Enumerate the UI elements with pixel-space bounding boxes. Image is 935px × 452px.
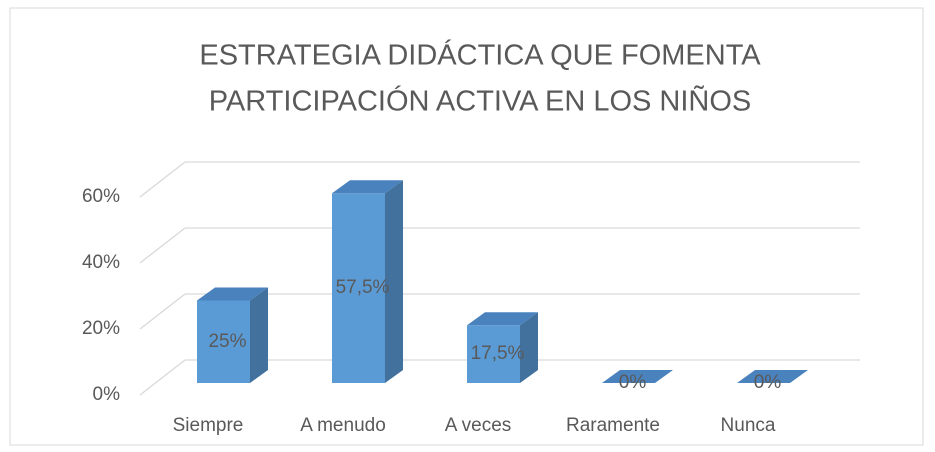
y-tick-label: 0% [93,384,121,405]
grid-line [139,227,186,264]
y-tick-label: 60% [82,186,120,207]
data-label: 0% [754,372,782,393]
data-label: 25% [208,331,246,352]
bar-top [737,370,808,383]
x-tick-label: Raramente [566,415,660,436]
bar-side [385,180,403,383]
bar [602,370,673,383]
chart-title: PARTICIPACIÓN ACTIVA EN LOS NIÑOS [209,84,752,118]
grid-line [139,293,186,330]
bar [467,312,538,383]
grid-line [139,161,186,198]
bar-top [332,180,403,194]
data-label: 0% [619,372,647,393]
bar-front [467,325,520,383]
bar-top [467,312,538,326]
x-tick-label: A menudo [300,415,386,436]
bar-side [250,287,268,383]
bar [737,370,808,383]
bar [332,180,403,383]
x-tick-label: A veces [445,415,512,436]
bar [197,287,268,383]
chart-title: ESTRATEGIA DIDÁCTICA QUE FOMENTA [199,39,761,72]
y-tick-label: 20% [82,318,120,339]
bar-front [332,193,385,383]
grid-line [139,359,186,396]
y-tick-label: 40% [82,252,120,273]
data-label: 57,5% [336,277,390,298]
x-tick-label: Nunca [721,415,776,436]
x-tick-label: Siempre [173,415,244,436]
bar-front [197,300,250,383]
bar-top [602,370,673,383]
bar-top [197,287,268,301]
data-label: 17,5% [471,343,525,364]
bar-side [520,312,538,383]
